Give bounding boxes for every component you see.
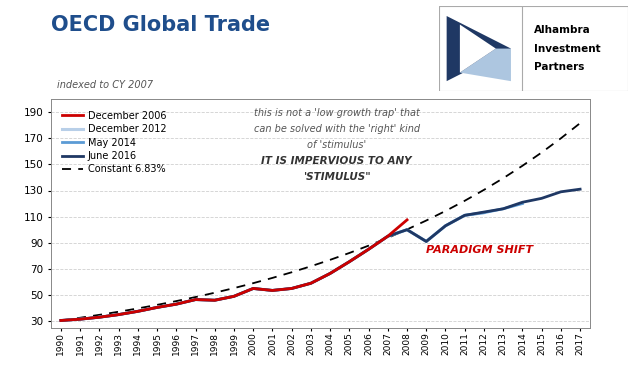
Text: 'STIMULUS": 'STIMULUS" (303, 172, 370, 182)
Text: this is not a 'low growth trap' that: this is not a 'low growth trap' that (254, 108, 420, 118)
Text: IT IS IMPERVIOUS TO ANY: IT IS IMPERVIOUS TO ANY (262, 156, 412, 166)
Bar (439, 6, 522, 91)
Text: Investment: Investment (533, 43, 600, 54)
Text: can be solved with the 'right' kind: can be solved with the 'right' kind (254, 124, 420, 134)
Text: OECD Global Trade: OECD Global Trade (51, 15, 271, 35)
Legend: December 2006, December 2012, May 2014, June 2016, Constant 6.83%: December 2006, December 2012, May 2014, … (62, 111, 167, 174)
Polygon shape (460, 48, 511, 81)
Text: Partners: Partners (533, 62, 584, 72)
Text: PARADIGM SHIFT: PARADIGM SHIFT (426, 245, 533, 255)
Text: Alhambra: Alhambra (533, 25, 590, 35)
Text: indexed to CY 2007: indexed to CY 2007 (56, 80, 153, 90)
Polygon shape (460, 25, 496, 73)
Polygon shape (447, 16, 511, 81)
Text: of 'stimulus': of 'stimulus' (307, 140, 366, 150)
